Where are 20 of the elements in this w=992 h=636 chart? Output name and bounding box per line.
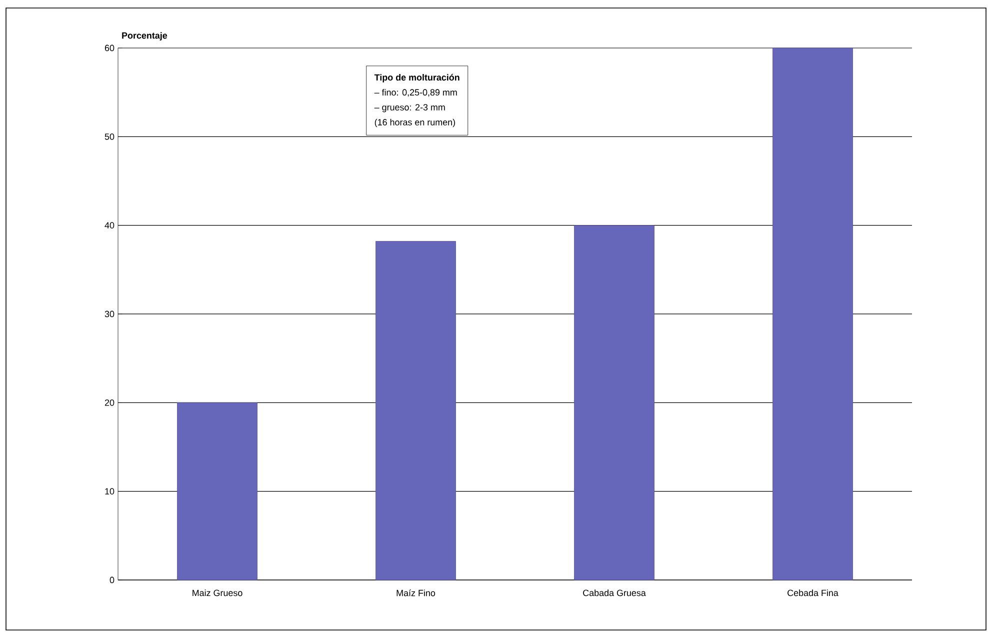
bar	[574, 225, 654, 580]
annotation: (16 horas en rumen)	[374, 118, 456, 128]
x-tick-label: Maíz Fino	[396, 589, 436, 596]
y-tick-label: 60	[104, 44, 114, 52]
bar	[772, 48, 853, 580]
x-tick-label: Cabada Gruesa	[583, 590, 646, 596]
annotation: – fino: 0,25-0,89 mm	[374, 88, 457, 97]
y-tick-label: 20	[104, 399, 114, 406]
y-tick-label: 10	[105, 488, 114, 494]
annotation: Tipo de molturación	[374, 74, 460, 82]
y-tick-label: 0	[110, 576, 114, 584]
y-tick-label: 30	[104, 310, 114, 318]
y-tick-label: 40	[104, 222, 114, 228]
x-tick-label: Maiz Grueso	[192, 590, 242, 596]
annotation: – grueso: 2-3 mm	[374, 104, 445, 112]
bar	[376, 241, 456, 580]
y-tick-label: 50	[104, 133, 114, 140]
y-axis-title: Porcentaje	[122, 32, 168, 40]
bar	[177, 402, 258, 580]
x-tick-label: Cebada Fina	[788, 590, 838, 596]
